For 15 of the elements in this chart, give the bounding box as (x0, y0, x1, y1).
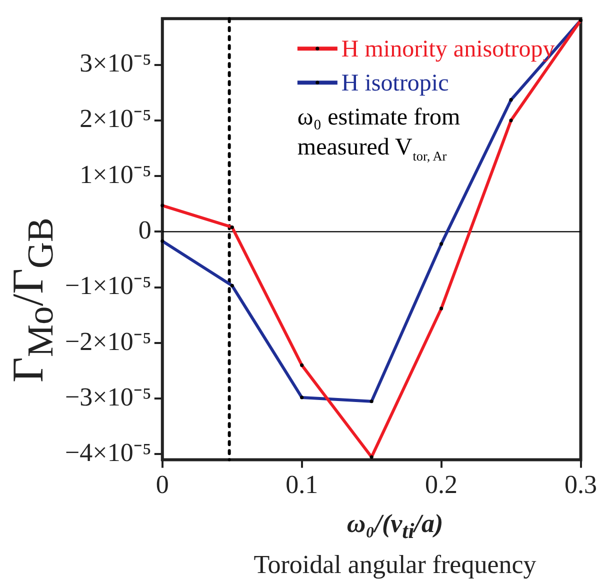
x-tick-label: 0.2 (425, 470, 458, 500)
x-tick-label: 0.3 (564, 470, 597, 500)
text: Toroidal angular frequency (252, 549, 538, 582)
y-tick-label: 2×10⁻⁵ (80, 104, 152, 134)
y-tick-label: −3×10⁻⁵ (65, 382, 152, 412)
x-axis-title: ω₀/(v$_{ti}$/a) (346, 508, 444, 546)
legend-label: H minority anisotropy (341, 36, 555, 63)
y-tick-label: −2×10⁻⁵ (65, 326, 152, 356)
y-tick-label: 0 (138, 216, 152, 245)
y-tick-label: 3×10⁻⁵ (80, 48, 152, 78)
x-tick-label: 0.1 (286, 470, 318, 500)
y-tick-label: −1×10⁻⁵ (65, 271, 152, 300)
y-tick-label: −4×10⁻⁵ (65, 438, 152, 468)
y-tick-label: 1×10⁻⁵ (80, 160, 152, 189)
legend-label: H isotropic (341, 70, 449, 97)
